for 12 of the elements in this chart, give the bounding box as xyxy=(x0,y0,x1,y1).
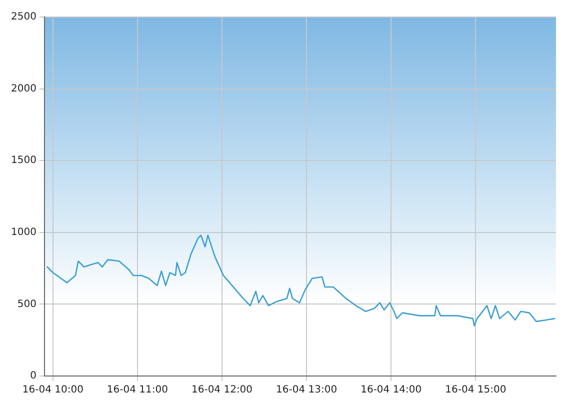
x-tick-label: 16-04 12:00 xyxy=(191,384,253,396)
x-tick-label: 16-04 15:00 xyxy=(445,384,506,396)
y-tick-label: 1000 xyxy=(10,226,36,238)
x-tick-label: 16-04 10:00 xyxy=(22,384,84,396)
y-tick-label: 2000 xyxy=(10,83,36,94)
x-tick-label: 16-04 14:00 xyxy=(360,384,422,396)
x-tick-label: 16-04 13:00 xyxy=(276,384,338,396)
y-tick-label: 0 xyxy=(30,370,36,382)
y-tick-label: 1500 xyxy=(10,155,36,166)
x-tick-label: 16-04 11:00 xyxy=(106,384,168,396)
y-tick-label: 500 xyxy=(17,298,36,310)
y-tick-label: 2500 xyxy=(10,12,36,23)
